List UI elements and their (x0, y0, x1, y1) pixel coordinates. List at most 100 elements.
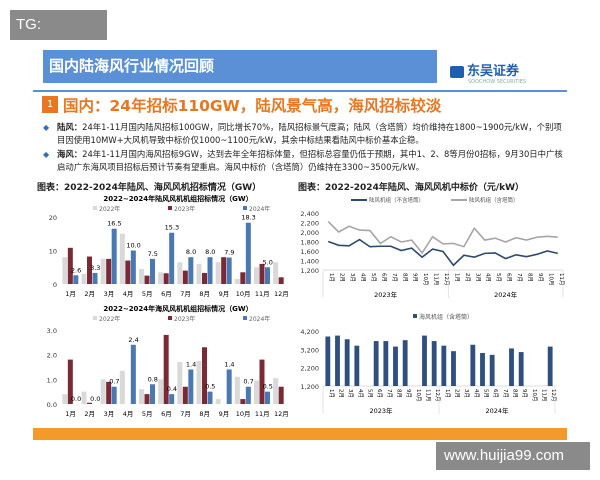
bar (226, 369, 232, 404)
y-tick-label: 3.0 (47, 327, 57, 335)
bar (130, 344, 136, 404)
diamond-icon: ◆ (43, 150, 50, 159)
x-tick-label: 4月 (360, 273, 367, 282)
bar (234, 278, 240, 284)
data-label: 18.3 (241, 214, 255, 222)
bar (226, 257, 232, 284)
y-tick-label: 2,000 (300, 229, 319, 237)
bar (182, 270, 188, 284)
bar (431, 341, 437, 386)
data-label: 2.6 (71, 266, 81, 274)
bar (100, 258, 106, 284)
data-label: 3.3 (90, 264, 100, 272)
bar (451, 351, 456, 386)
data-label: 0.5 (205, 383, 215, 391)
x-tick-label: 7月 (180, 410, 191, 418)
bar (188, 369, 194, 404)
x-tick-label: 8月 (199, 410, 210, 418)
bar (81, 391, 87, 404)
data-label: 8.0 (186, 248, 196, 256)
legend-label: 2023年 (174, 315, 195, 323)
y-tick-label: 10 (49, 248, 57, 256)
left-caption: 图表：2022-2024年陆风、海风风机招标情况（GW） (37, 183, 262, 193)
x-tick-label: 3月 (349, 273, 356, 282)
x-tick-label: 2月 (339, 273, 346, 282)
bar (144, 394, 150, 404)
bar (325, 336, 331, 386)
x-tick-label: 6月 (380, 273, 387, 282)
bar (259, 263, 265, 284)
group-label: 2023年 (369, 406, 393, 415)
x-tick-label: 12月 (550, 389, 557, 402)
bar (87, 402, 92, 404)
y-tick-label: 1,600 (300, 248, 319, 256)
x-tick-label: 10月 (236, 290, 251, 298)
legend-swatch (168, 316, 172, 320)
x-tick-label: 3月 (463, 389, 470, 398)
y-tick-label: 2,400 (300, 210, 319, 218)
bar (441, 345, 447, 386)
data-label: 0.7 (109, 378, 119, 386)
x-tick-label: 8月 (526, 273, 533, 282)
bar (73, 275, 79, 284)
bar (373, 341, 379, 386)
bar (62, 394, 68, 404)
data-label: 8.0 (205, 248, 215, 256)
bar (169, 232, 175, 284)
bar (139, 389, 144, 404)
x-tick-label: 9月 (219, 410, 230, 418)
data-label: 10.0 (126, 242, 140, 250)
x-tick-label: 6月 (492, 389, 499, 398)
x-tick-label: 3月 (474, 273, 481, 282)
x-tick-label: 11月 (541, 389, 548, 402)
logo-icon (450, 65, 464, 78)
x-tick-label: 3月 (104, 290, 115, 298)
x-tick-label: 4月 (123, 410, 134, 418)
x-tick-label: 5月 (142, 290, 153, 298)
x-tick-label: 6月 (376, 389, 383, 398)
x-tick-label: 12月 (443, 273, 450, 286)
x-tick-label: 12月 (274, 410, 289, 418)
x-tick-label: 4月 (123, 290, 134, 298)
onshore-tender-chart: 2022~2024年陆风风机机组招标情况（GW） 2022年 2023年 2024年 0… (49, 194, 289, 298)
bar (254, 267, 259, 284)
divider (33, 90, 567, 92)
bar (335, 335, 340, 386)
bar (169, 394, 175, 404)
group-label: 2023年 (374, 290, 398, 299)
x-tick-label: 7月 (502, 389, 509, 398)
data-label: 0.4 (167, 385, 177, 393)
bar (119, 233, 125, 284)
x-tick-label: 1月 (65, 290, 76, 298)
bar (106, 381, 112, 404)
x-tick-label: 11月 (425, 389, 432, 402)
bar (245, 222, 251, 284)
series-line (327, 238, 558, 267)
x-tick-label: 10月 (422, 273, 429, 286)
x-tick-label: 9月 (405, 389, 412, 398)
bullet-text: 24年1-11月国内陆风招标100GW，同比增长70%，陆风招标景气度高；陆风（… (57, 122, 562, 145)
section-heading: 国内：24年招标110GW，陆风景气高，海风招标较淡 (63, 97, 442, 115)
x-tick-label: 1月 (444, 389, 451, 398)
legend-swatch (93, 316, 97, 320)
x-tick-label: 10月 (531, 389, 538, 402)
bar (188, 257, 194, 284)
x-tick-label: 7月 (180, 290, 191, 298)
bar (202, 272, 207, 284)
x-tick-label: 7月 (386, 389, 393, 398)
x-tick-label: 7月 (391, 273, 398, 282)
logo-name: 东吴证券 (467, 64, 520, 79)
bar (383, 341, 389, 386)
legend-swatch (168, 206, 172, 210)
chart-title: 2022~2024年陆风风机机组招标情况（GW） (103, 194, 252, 203)
data-label: 16.5 (107, 220, 121, 228)
x-tick-label: 2月 (84, 290, 95, 298)
bar (547, 346, 553, 386)
x-tick-label: 5月 (495, 273, 502, 282)
y-tick-label: 4,200 (300, 328, 319, 336)
data-label: 15.3 (165, 224, 179, 232)
footer-bar (33, 428, 567, 440)
bar (92, 272, 98, 284)
y-tick-label: 1.0 (47, 376, 57, 384)
